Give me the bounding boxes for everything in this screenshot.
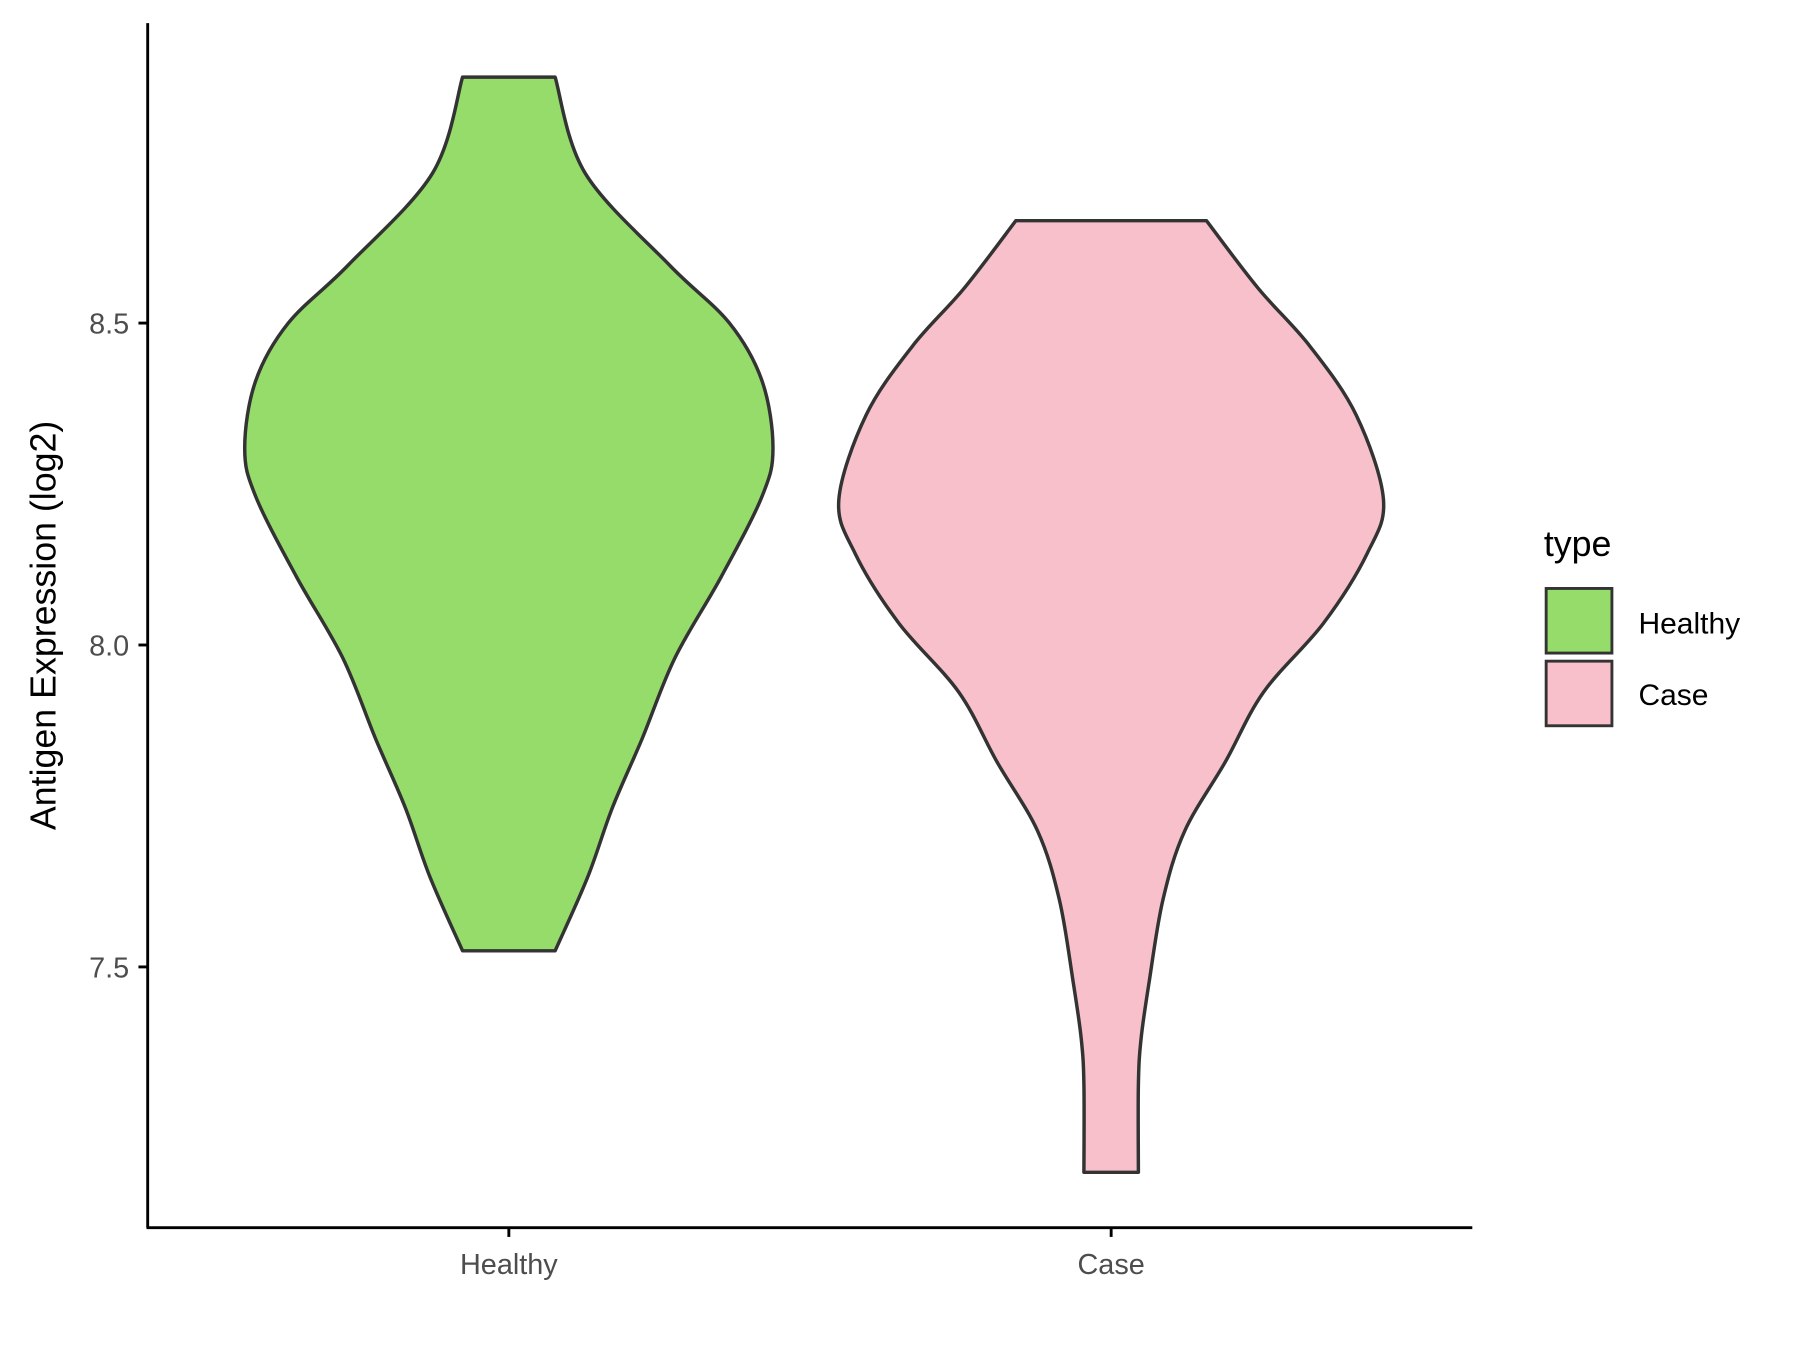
y-tick-label: 8.0 bbox=[89, 630, 129, 662]
x-tick-label-healthy: Healthy bbox=[460, 1249, 558, 1281]
legend-title: type bbox=[1544, 524, 1612, 564]
violin-case bbox=[836, 218, 1386, 1175]
legend-key-healthy bbox=[1544, 587, 1614, 655]
y-ticks: 7.5 8.0 8.5 bbox=[89, 308, 148, 984]
violins bbox=[242, 75, 1386, 1175]
y-axis-label: Antigen Expression (log2) bbox=[23, 421, 63, 830]
legend-label-healthy: Healthy bbox=[1638, 607, 1740, 640]
x-tick-label-case: Case bbox=[1077, 1249, 1144, 1281]
y-tick-label: 8.5 bbox=[89, 308, 129, 340]
x-ticks: Healthy Case bbox=[460, 1227, 1145, 1281]
y-tick-label: 7.5 bbox=[89, 952, 129, 984]
violin-healthy bbox=[242, 75, 775, 953]
legend-key-case bbox=[1544, 659, 1614, 728]
legend-label-case: Case bbox=[1638, 679, 1708, 712]
